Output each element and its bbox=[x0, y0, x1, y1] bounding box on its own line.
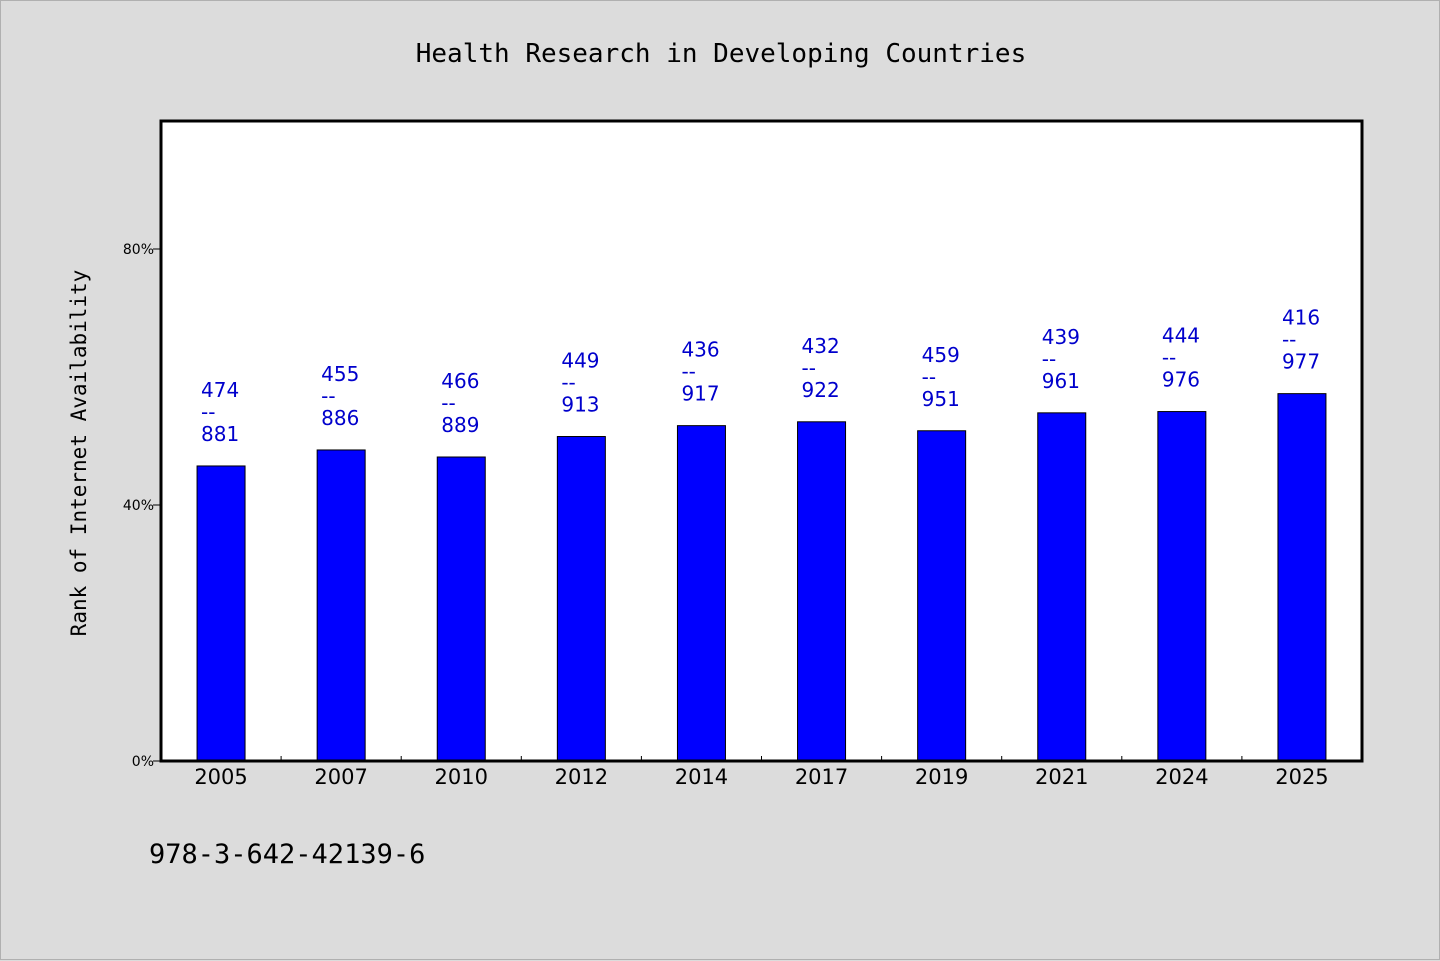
data-label-2007-line-1: 455 bbox=[321, 362, 359, 386]
data-label-2021-line-1: 439 bbox=[1042, 325, 1080, 349]
bar-2019 bbox=[917, 430, 967, 762]
footnote-text: 978-3-642-42139-6 bbox=[149, 839, 425, 870]
data-label-2014-line-3: 917 bbox=[681, 382, 719, 406]
bar-2010 bbox=[436, 456, 486, 762]
y-axis-label: Rank of Internet Availability bbox=[67, 270, 91, 637]
data-label-2024-line-2: -- bbox=[1162, 346, 1176, 370]
data-label-2007-line-3: 886 bbox=[321, 406, 359, 430]
x-tick-label-2005: 2005 bbox=[194, 765, 247, 789]
data-label-2019-line-1: 459 bbox=[922, 343, 960, 367]
data-label-2017-line-1: 432 bbox=[802, 334, 840, 358]
data-label-2012-line-1: 449 bbox=[561, 349, 599, 373]
bar-2014 bbox=[676, 425, 726, 762]
bar-2012 bbox=[556, 436, 606, 762]
data-label-2012-line-3: 913 bbox=[561, 393, 599, 417]
data-label-2010-line-3: 889 bbox=[441, 413, 479, 437]
data-label-2005-line-3: 881 bbox=[201, 422, 239, 446]
bar-2005 bbox=[196, 465, 246, 762]
data-label-2025-line-1: 416 bbox=[1282, 306, 1320, 330]
data-label-2024-line-1: 444 bbox=[1162, 324, 1200, 348]
x-tick-label-2014: 2014 bbox=[675, 765, 728, 789]
x-tick-label-2010: 2010 bbox=[435, 765, 488, 789]
x-tick-label-2024: 2024 bbox=[1155, 765, 1208, 789]
x-tick-label-2012: 2012 bbox=[555, 765, 608, 789]
y-tick-label-80: 80% bbox=[123, 242, 154, 258]
data-label-2012-line-2: -- bbox=[561, 371, 575, 395]
data-label-2025-line-2: -- bbox=[1282, 328, 1296, 352]
data-label-2024-line-3: 976 bbox=[1162, 368, 1200, 392]
data-label-2014-line-1: 436 bbox=[681, 338, 719, 362]
data-label-2025-line-3: 977 bbox=[1282, 350, 1320, 374]
data-label-2005-line-2: -- bbox=[201, 400, 215, 424]
data-label-2005-line-1: 474 bbox=[201, 378, 239, 402]
chart-title: Health Research in Developing Countries bbox=[416, 39, 1026, 69]
data-label-2021-line-3: 961 bbox=[1042, 369, 1080, 393]
data-label-2017-line-3: 922 bbox=[802, 378, 840, 402]
bar-2017 bbox=[797, 421, 847, 762]
bar-2024 bbox=[1157, 411, 1207, 762]
bars-group bbox=[196, 393, 1327, 762]
data-labels-group: 474--881455--886466--889449--913436--917… bbox=[201, 306, 1320, 446]
data-label-2014-line-2: -- bbox=[681, 360, 695, 384]
x-tick-label-2025: 2025 bbox=[1275, 765, 1328, 789]
data-label-2007-line-2: -- bbox=[321, 384, 335, 408]
x-tick-label-2017: 2017 bbox=[795, 765, 848, 789]
y-tick-label-0: 0% bbox=[132, 754, 154, 770]
data-label-2021-line-2: -- bbox=[1042, 347, 1056, 371]
bar-2025 bbox=[1277, 393, 1327, 762]
data-label-2019-line-3: 951 bbox=[922, 387, 960, 411]
x-tick-label-2019: 2019 bbox=[915, 765, 968, 789]
bar-2021 bbox=[1037, 412, 1087, 762]
data-label-2010-line-2: -- bbox=[441, 391, 455, 415]
data-label-2010-line-1: 466 bbox=[441, 369, 479, 393]
x-axis: 2005 2007 2010 2012 2014 2017 2019 2021 2024 2025 bbox=[194, 756, 1329, 789]
y-axis: 0% 40% 80% bbox=[123, 242, 161, 770]
x-tick-label-2007: 2007 bbox=[314, 765, 367, 789]
bar-2007 bbox=[316, 449, 366, 762]
data-label-2017-line-2: -- bbox=[802, 356, 816, 380]
x-tick-label-2021: 2021 bbox=[1035, 765, 1088, 789]
y-tick-label-40: 40% bbox=[123, 498, 154, 514]
data-label-2019-line-2: -- bbox=[922, 365, 936, 389]
